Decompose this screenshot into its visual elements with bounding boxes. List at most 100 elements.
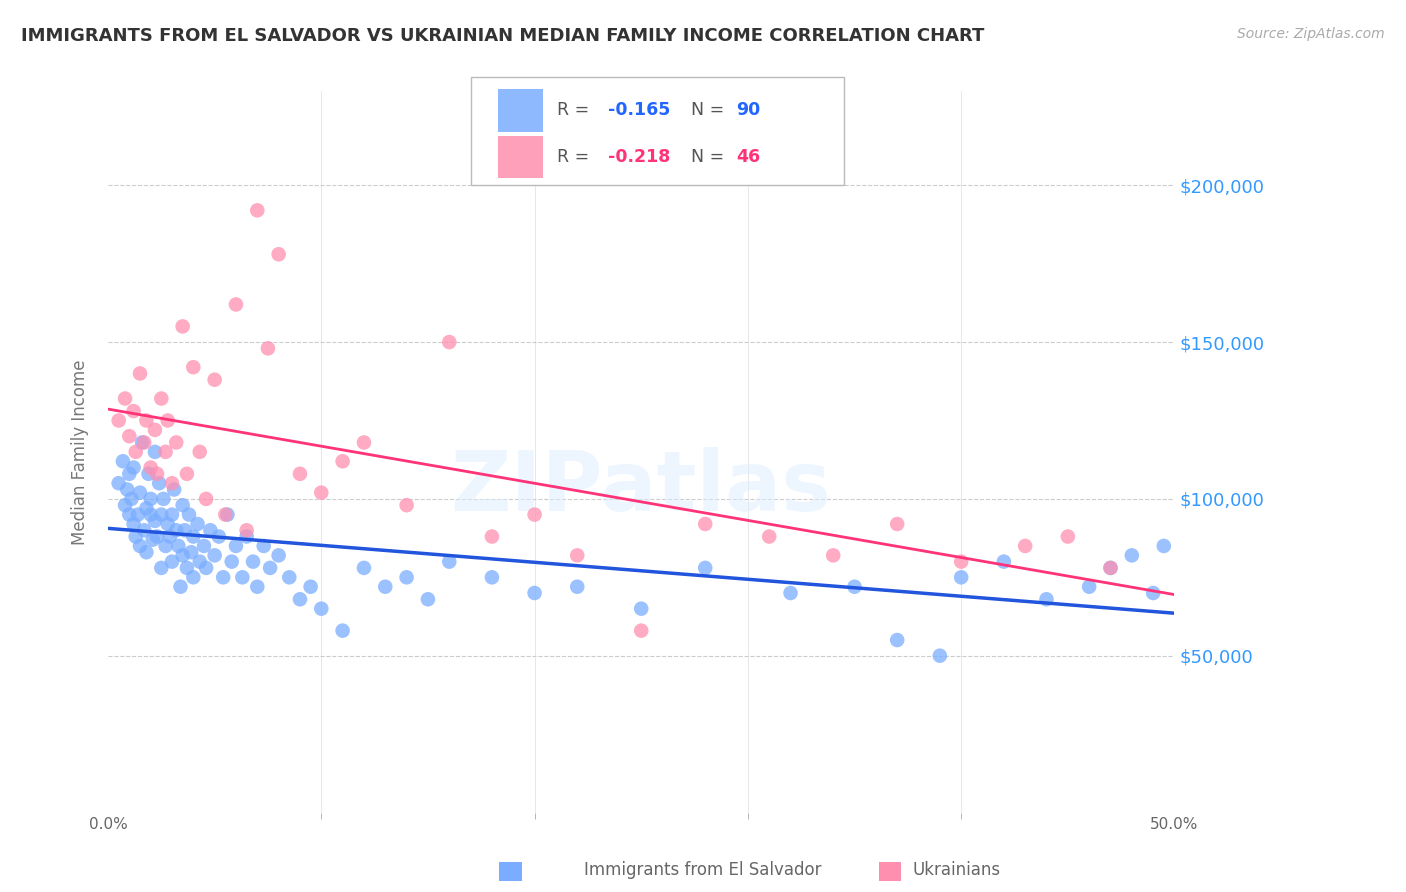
Point	[143, 423, 166, 437]
Point	[150, 392, 173, 406]
Point	[246, 203, 269, 218]
Text: R =: R =	[557, 101, 595, 120]
Point	[111, 454, 134, 468]
Text: Immigrants from El Salvador: Immigrants from El Salvador	[585, 861, 821, 879]
Point	[156, 413, 179, 427]
Point	[120, 491, 142, 506]
Point	[523, 586, 546, 600]
Point	[253, 539, 276, 553]
Point	[235, 523, 257, 537]
Point	[129, 539, 152, 553]
Point	[214, 508, 236, 522]
Point	[125, 445, 148, 459]
FancyBboxPatch shape	[498, 136, 543, 178]
Point	[204, 373, 226, 387]
Point	[886, 516, 908, 531]
Point	[231, 570, 253, 584]
Point	[993, 555, 1015, 569]
Point	[208, 530, 231, 544]
Point	[481, 530, 503, 544]
Point	[181, 360, 204, 375]
Point	[439, 335, 461, 350]
Point	[163, 483, 186, 497]
Point	[332, 624, 354, 638]
Point	[165, 435, 187, 450]
Point	[155, 445, 177, 459]
Point	[180, 545, 202, 559]
Text: R =: R =	[557, 148, 595, 166]
Point	[288, 467, 311, 481]
Point	[143, 514, 166, 528]
Point	[395, 570, 418, 584]
Text: 90: 90	[737, 101, 761, 120]
Point	[129, 485, 152, 500]
Point	[523, 508, 546, 522]
Text: -0.218: -0.218	[609, 148, 671, 166]
Text: -0.165: -0.165	[609, 101, 671, 120]
Point	[122, 516, 145, 531]
Point	[886, 633, 908, 648]
Point	[118, 508, 141, 522]
Point	[139, 491, 162, 506]
Point	[257, 342, 280, 356]
Point	[200, 523, 222, 537]
Point	[122, 460, 145, 475]
Point	[195, 491, 218, 506]
Point	[181, 530, 204, 544]
Point	[950, 570, 973, 584]
Point	[160, 476, 183, 491]
FancyBboxPatch shape	[471, 77, 844, 185]
Point	[374, 580, 396, 594]
Point	[1153, 539, 1175, 553]
Point	[221, 555, 243, 569]
Point	[159, 530, 181, 544]
Y-axis label: Median Family Income: Median Family Income	[72, 359, 89, 545]
Point	[160, 508, 183, 522]
Point	[150, 508, 173, 522]
Point	[176, 561, 198, 575]
Point	[299, 580, 322, 594]
Point	[160, 555, 183, 569]
Point	[134, 435, 156, 450]
Point	[118, 429, 141, 443]
Point	[950, 555, 973, 569]
Point	[177, 508, 200, 522]
Point	[134, 523, 156, 537]
Point	[114, 498, 136, 512]
Point	[1099, 561, 1122, 575]
Point	[267, 247, 290, 261]
Text: N =: N =	[679, 148, 730, 166]
Point	[567, 580, 589, 594]
Point	[173, 523, 195, 537]
Point	[169, 580, 191, 594]
Point	[131, 435, 153, 450]
Point	[188, 445, 211, 459]
Point	[1099, 561, 1122, 575]
Point	[193, 539, 215, 553]
Point	[156, 516, 179, 531]
Point	[135, 413, 157, 427]
Point	[146, 467, 169, 481]
Point	[695, 516, 717, 531]
Point	[172, 319, 194, 334]
Point	[353, 561, 375, 575]
Point	[1014, 539, 1036, 553]
Point	[1035, 592, 1057, 607]
Point	[187, 516, 209, 531]
Point	[1056, 530, 1078, 544]
Point	[139, 508, 162, 522]
Point	[416, 592, 439, 607]
Point	[139, 460, 162, 475]
Point	[1078, 580, 1101, 594]
Point	[148, 476, 170, 491]
Point	[172, 498, 194, 512]
Point	[118, 467, 141, 481]
Point	[195, 561, 218, 575]
Point	[278, 570, 301, 584]
Point	[1121, 549, 1143, 563]
Point	[138, 467, 160, 481]
Point	[311, 601, 333, 615]
Point	[125, 530, 148, 544]
Point	[695, 561, 717, 575]
Point	[844, 580, 866, 594]
